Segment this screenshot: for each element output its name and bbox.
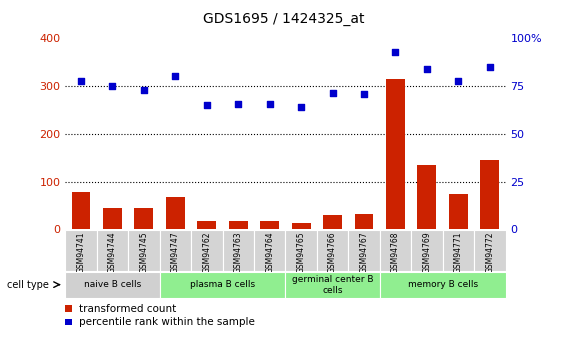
Point [485, 64, 494, 69]
Bar [135, 208, 153, 229]
Text: transformed count: transformed count [79, 304, 176, 314]
Bar [229, 221, 248, 229]
Bar [103, 208, 122, 229]
Point [391, 50, 400, 55]
Text: GSM94768: GSM94768 [391, 231, 400, 273]
Text: memory B cells: memory B cells [408, 280, 478, 289]
Bar [285, 230, 317, 271]
Bar [380, 230, 411, 271]
Bar [72, 192, 90, 229]
Text: GDS1695 / 1424325_at: GDS1695 / 1424325_at [203, 12, 365, 26]
Bar [160, 230, 191, 271]
Point [233, 101, 243, 107]
Text: germinal center B
cells: germinal center B cells [292, 275, 373, 295]
Text: percentile rank within the sample: percentile rank within the sample [79, 317, 255, 327]
Bar [292, 223, 311, 229]
Bar [449, 194, 468, 229]
Bar [411, 230, 442, 271]
Point [423, 66, 432, 72]
Bar [198, 221, 216, 229]
Bar [317, 230, 348, 271]
Bar [65, 318, 72, 325]
Text: GSM94772: GSM94772 [485, 231, 494, 273]
Bar [128, 230, 160, 271]
Bar [223, 230, 254, 271]
Text: GSM94765: GSM94765 [296, 231, 306, 273]
Bar [191, 230, 223, 271]
Text: GSM94763: GSM94763 [234, 231, 243, 273]
Point [360, 91, 369, 97]
Point [202, 102, 211, 108]
Text: plasma B cells: plasma B cells [190, 280, 255, 289]
Bar [354, 214, 373, 229]
Point [108, 83, 117, 89]
Point [139, 87, 148, 92]
Bar [97, 230, 128, 271]
Text: cell type: cell type [7, 280, 49, 289]
Text: GSM94767: GSM94767 [360, 231, 369, 273]
Text: GSM94747: GSM94747 [171, 231, 180, 273]
Point [171, 73, 180, 79]
Bar [166, 197, 185, 229]
Bar [481, 160, 499, 229]
Point [296, 105, 306, 110]
Text: GSM94769: GSM94769 [423, 231, 432, 273]
Text: naive B cells: naive B cells [84, 280, 141, 289]
Bar [442, 230, 474, 271]
Text: GSM94744: GSM94744 [108, 231, 117, 273]
Bar [160, 272, 285, 298]
Bar [65, 272, 160, 298]
Text: GSM94745: GSM94745 [139, 231, 148, 273]
Bar [474, 230, 506, 271]
Bar [386, 79, 405, 229]
Point [328, 90, 337, 96]
Bar [380, 272, 506, 298]
Text: GSM94766: GSM94766 [328, 231, 337, 273]
Bar [417, 165, 436, 229]
Point [77, 78, 86, 84]
Bar [254, 230, 285, 271]
Text: GSM94762: GSM94762 [202, 231, 211, 273]
Bar [65, 230, 97, 271]
Bar [260, 221, 279, 229]
Text: GSM94741: GSM94741 [77, 231, 86, 273]
Text: GSM94764: GSM94764 [265, 231, 274, 273]
Bar [323, 215, 342, 229]
Point [265, 101, 274, 106]
Text: GSM94771: GSM94771 [454, 231, 463, 273]
Point [454, 78, 463, 84]
Bar [348, 230, 380, 271]
Bar [65, 305, 72, 312]
Bar [285, 272, 380, 298]
